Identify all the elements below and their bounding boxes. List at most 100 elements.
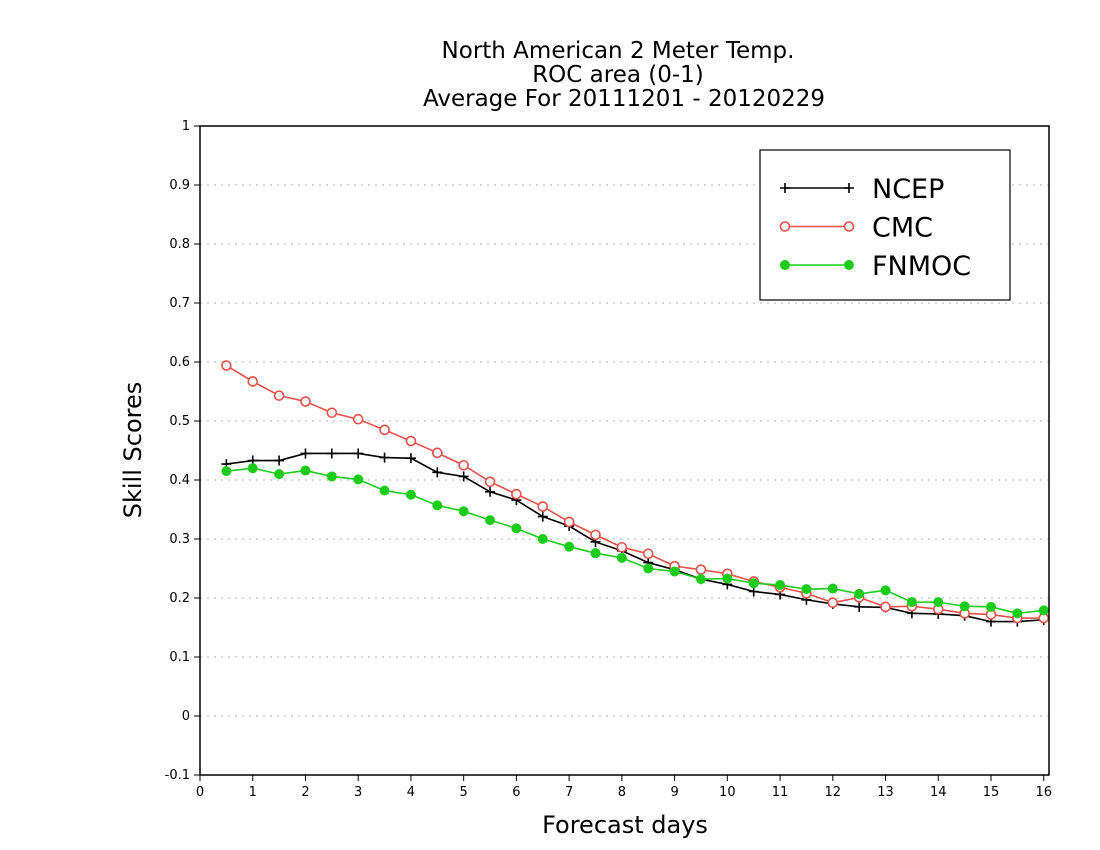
x-tick-label: 2	[301, 785, 309, 800]
data-point	[405, 435, 417, 447]
y-tick-label: 0.8	[169, 237, 190, 252]
data-point	[353, 448, 364, 459]
data-point	[616, 552, 627, 563]
data-point	[484, 476, 496, 488]
y-tick-label: 1	[182, 119, 190, 134]
legend: NCEP CMC FNMOC	[759, 149, 1011, 301]
x-tick-label: 4	[407, 785, 415, 800]
data-point	[379, 424, 390, 436]
y-tick-label: 0.9	[169, 178, 190, 193]
x-tick-label: 12	[825, 785, 842, 800]
data-point	[221, 466, 232, 477]
plot-frame	[199, 125, 1050, 776]
data-point	[1038, 605, 1049, 616]
data-point	[431, 447, 443, 459]
x-tick-label: 8	[618, 785, 626, 800]
data-point	[854, 601, 865, 612]
y-tick-label: 0.2	[169, 591, 190, 606]
legend-box	[759, 149, 1011, 301]
data-point	[537, 511, 548, 522]
data-point	[537, 534, 548, 544]
data-point	[353, 474, 364, 485]
x-tick-label: 1	[249, 785, 257, 800]
title-line-1: North American 2 Meter Temp.	[442, 38, 795, 64]
data-point	[669, 566, 680, 577]
data-point	[959, 601, 970, 612]
series-line	[225, 364, 1044, 619]
data-point	[844, 183, 854, 193]
x-tick-label: 0	[196, 785, 204, 800]
data-point	[221, 360, 232, 371]
data-point	[379, 452, 390, 463]
data-point	[748, 578, 759, 589]
data-point	[590, 529, 601, 541]
data-point	[537, 501, 549, 512]
series-line	[226, 467, 1044, 615]
data-point	[511, 488, 522, 500]
data-point	[352, 413, 364, 425]
y-tick-label: 0.5	[169, 414, 190, 429]
data-point	[274, 469, 285, 480]
data-point	[801, 584, 812, 595]
legend-item-cmc: CMC	[779, 213, 933, 244]
series-cmc	[221, 360, 1050, 624]
data-point	[485, 486, 496, 497]
data-point	[247, 376, 259, 387]
x-tick-label: 15	[983, 785, 1000, 800]
legend-entries: NCEP CMC FNMOC	[779, 174, 971, 282]
data-point	[827, 583, 838, 594]
data-point	[326, 448, 337, 459]
legend-label: NCEP	[872, 174, 944, 205]
grid	[200, 184, 1049, 717]
data-point	[616, 541, 628, 553]
data-point	[722, 573, 733, 584]
data-point	[458, 471, 469, 482]
data-point	[880, 601, 891, 613]
x-tick-label: 11	[772, 785, 789, 800]
data-point	[300, 396, 311, 407]
data-point	[854, 588, 865, 599]
series-ncep	[221, 448, 1049, 627]
legend-item-ncep: NCEP	[780, 174, 944, 205]
data-point	[695, 564, 707, 575]
data-point	[432, 500, 443, 511]
data-point	[274, 455, 285, 466]
data-point	[642, 548, 654, 560]
data-point	[405, 453, 416, 464]
x-tick-label: 9	[670, 785, 678, 800]
data-point	[379, 485, 390, 496]
data-point	[780, 260, 790, 270]
x-tick-label: 14	[930, 785, 947, 800]
data-point	[906, 597, 917, 608]
legend-item-fnmoc: FNMOC	[780, 251, 971, 282]
x-tick-label: 3	[354, 785, 362, 800]
title-line-2: ROC area (0-1)	[532, 62, 704, 88]
data-point	[405, 489, 416, 500]
chart-title: North American 2 Meter Temp. ROC area (0…	[423, 38, 825, 112]
data-point	[780, 183, 790, 193]
data-point	[779, 221, 791, 232]
data-point	[590, 548, 601, 559]
y-tick-label: 0.7	[169, 296, 190, 311]
y-tick-label: -0.1	[165, 768, 190, 783]
y-tick-label: 0	[182, 709, 190, 724]
data-point	[844, 260, 854, 270]
y-tick-label: 0.1	[169, 650, 190, 665]
data-point	[933, 597, 944, 608]
data-point	[247, 463, 258, 474]
data-point	[985, 601, 996, 612]
data-point	[563, 516, 575, 528]
x-tick-label: 7	[565, 785, 573, 800]
data-point	[843, 221, 855, 232]
data-point	[511, 523, 522, 534]
x-tick-label: 10	[719, 785, 736, 800]
legend-label: CMC	[872, 213, 933, 244]
data-point	[695, 574, 706, 585]
data-point	[1012, 608, 1023, 619]
data-point	[458, 506, 469, 517]
data-point	[827, 597, 839, 609]
series-layer	[221, 360, 1050, 627]
data-point	[880, 585, 891, 596]
data-point	[432, 467, 443, 478]
